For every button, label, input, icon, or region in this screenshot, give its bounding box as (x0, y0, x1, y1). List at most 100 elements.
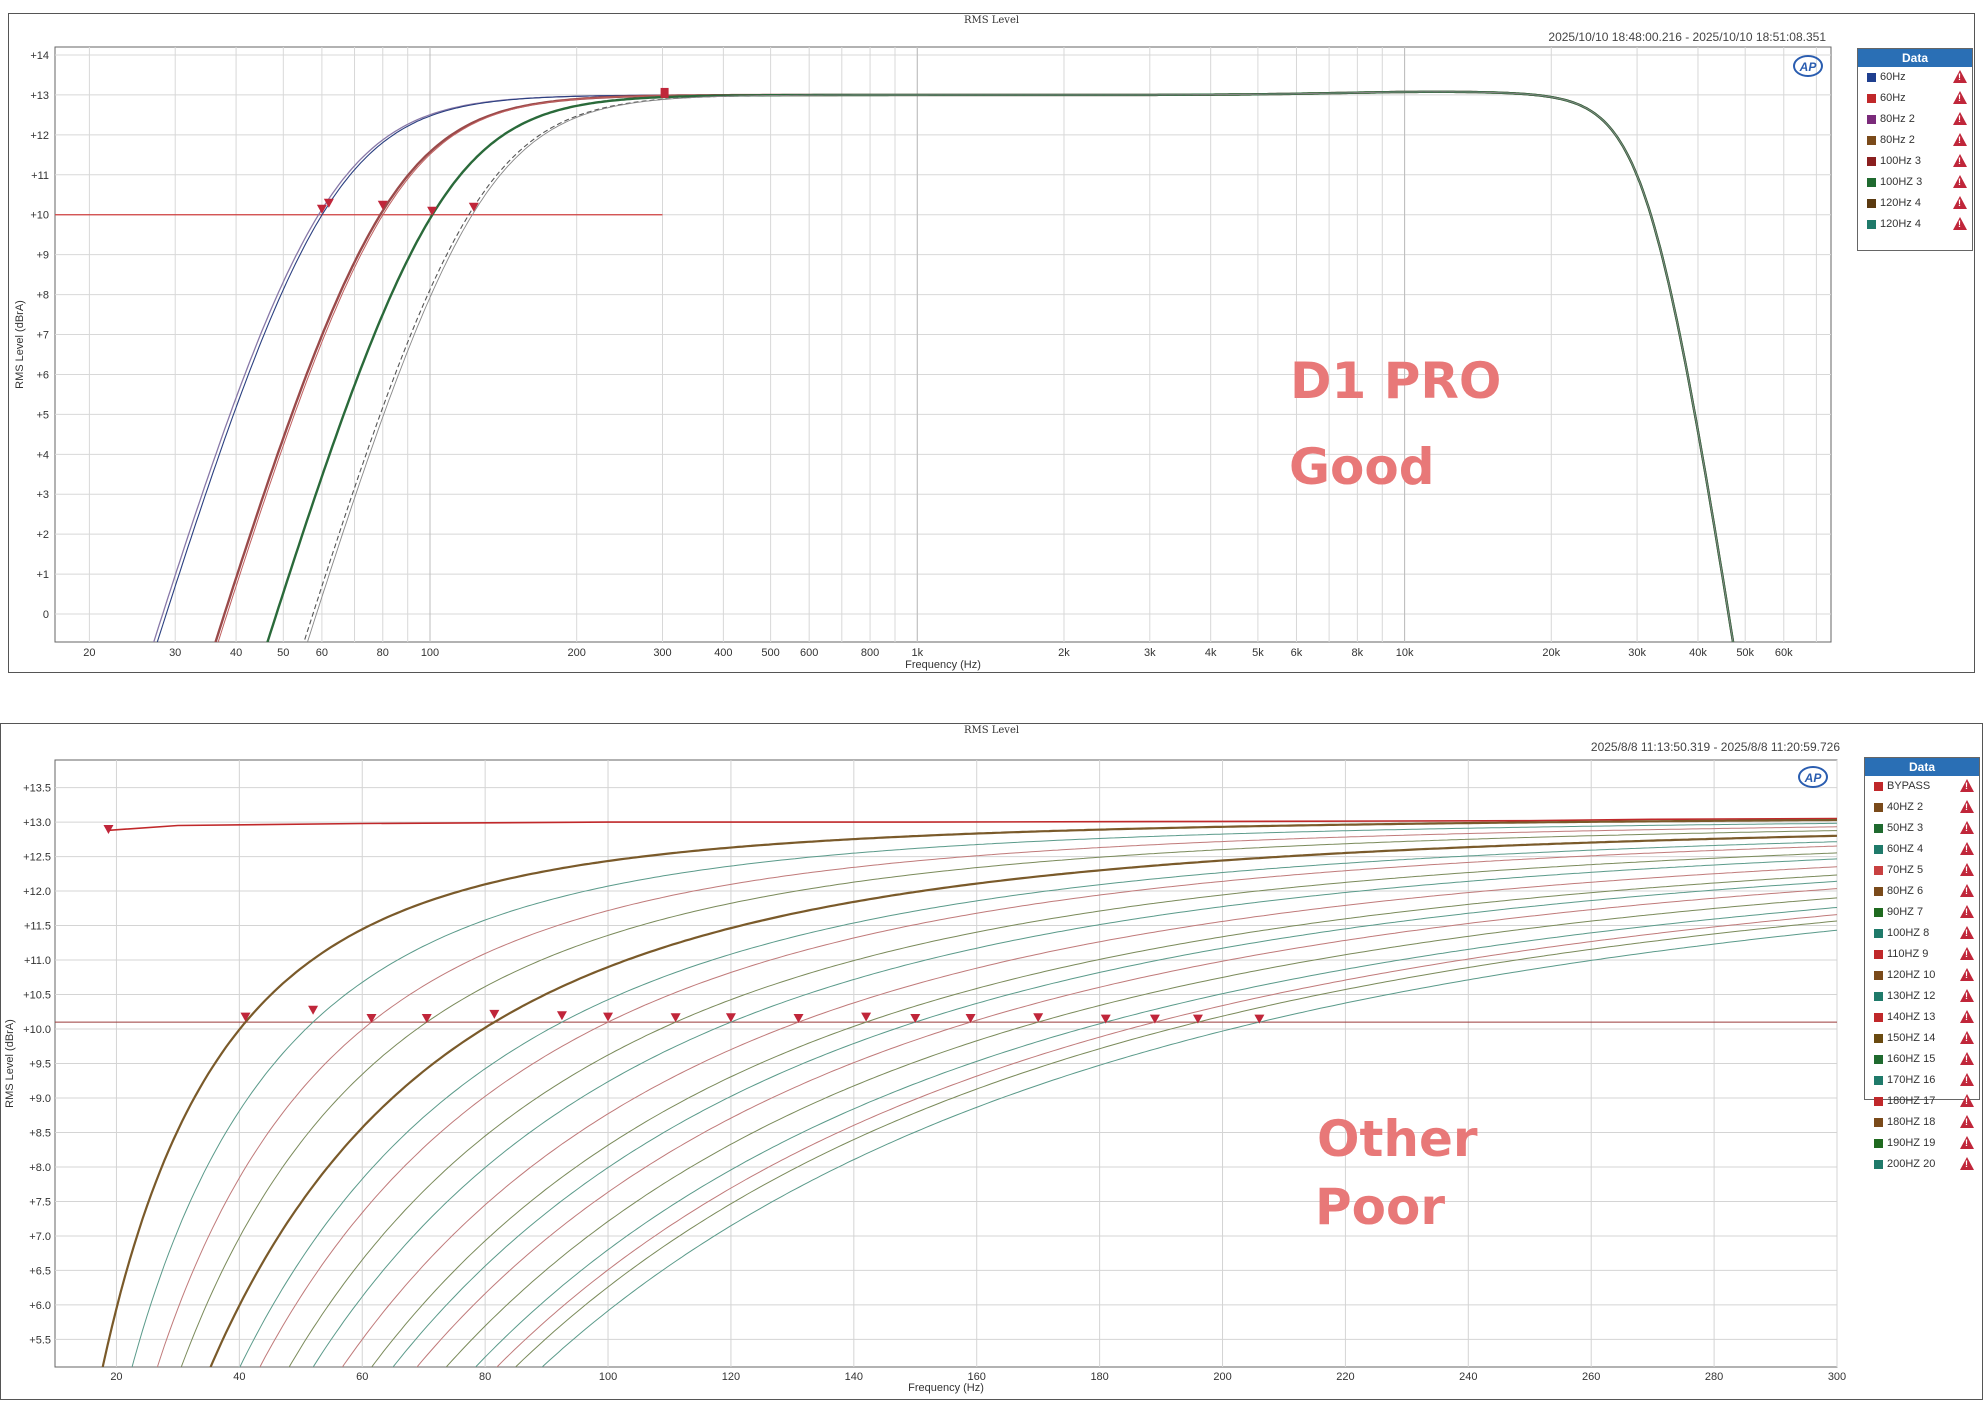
x-tick-label: 2k (1058, 647, 1070, 659)
legend-swatch (1874, 1160, 1883, 1169)
legend-label: 80Hz 2 (1880, 134, 1915, 146)
x-axis-label: Frequency (Hz) (908, 1382, 984, 1394)
warning-icon[interactable] (1953, 133, 1967, 146)
x-tick-label: 200 (1213, 1371, 1231, 1383)
annotation-product: D1 PRO (1290, 356, 1501, 406)
legend-item[interactable]: BYPASS (1865, 776, 1979, 797)
y-tick-label: +1 (36, 569, 49, 581)
x-tick-label: 80 (479, 1371, 491, 1383)
warning-icon[interactable] (1960, 863, 1974, 876)
warning-icon[interactable] (1960, 842, 1974, 855)
legend-panel[interactable]: Data 60Hz60Hz80Hz 280Hz 2100Hz 3100HZ 31… (1857, 48, 1973, 251)
warning-icon[interactable] (1960, 779, 1974, 792)
warning-icon[interactable] (1960, 968, 1974, 981)
warning-icon[interactable] (1960, 905, 1974, 918)
legend-list: 60Hz60Hz80Hz 280Hz 2100Hz 3100HZ 3120Hz … (1858, 67, 1972, 235)
legend-label: 140HZ 13 (1887, 1011, 1935, 1023)
legend-item[interactable]: 200HZ 20 (1865, 1154, 1979, 1175)
x-tick-label: 1k (911, 647, 923, 659)
legend-item[interactable]: 130HZ 12 (1865, 986, 1979, 1007)
warning-icon[interactable] (1960, 1136, 1974, 1149)
legend-item[interactable]: 120Hz 4 (1858, 214, 1972, 235)
legend-panel[interactable]: Data BYPASS40HZ 250HZ 360HZ 470HZ 580HZ … (1864, 757, 1980, 1100)
warning-icon[interactable] (1960, 947, 1974, 960)
legend-item[interactable]: 80HZ 6 (1865, 881, 1979, 902)
legend-label: 100HZ 8 (1887, 927, 1929, 939)
warning-icon[interactable] (1960, 1157, 1974, 1170)
x-tick-label: 300 (653, 647, 671, 659)
warning-icon[interactable] (1960, 1073, 1974, 1086)
x-tick-label: 40 (233, 1371, 245, 1383)
y-tick-label: +12.5 (23, 852, 51, 864)
warning-icon[interactable] (1960, 1094, 1974, 1107)
legend-item[interactable]: 120HZ 10 (1865, 965, 1979, 986)
warning-icon[interactable] (1953, 112, 1967, 125)
legend-item[interactable]: 90HZ 7 (1865, 902, 1979, 923)
y-tick-label: +10 (30, 210, 49, 222)
legend-item[interactable]: 60Hz (1858, 88, 1972, 109)
legend-item[interactable]: 120Hz 4 (1858, 193, 1972, 214)
y-tick-label: +12 (30, 130, 49, 142)
y-tick-label: +8 (36, 290, 49, 302)
legend-item[interactable]: 150HZ 14 (1865, 1028, 1979, 1049)
legend-swatch (1874, 866, 1883, 875)
reference-marker (661, 88, 669, 98)
legend-label: 180HZ 17 (1887, 1095, 1935, 1107)
legend-item[interactable]: 180HZ 18 (1865, 1112, 1979, 1133)
y-tick-label: +6.5 (29, 1265, 51, 1277)
legend-swatch (1874, 992, 1883, 1001)
legend-label: 120HZ 10 (1887, 969, 1935, 981)
legend-item[interactable]: 60Hz (1858, 67, 1972, 88)
y-tick-label: +11 (31, 170, 49, 182)
warning-icon[interactable] (1960, 1031, 1974, 1044)
legend-item[interactable]: 100HZ 8 (1865, 923, 1979, 944)
warning-icon[interactable] (1953, 70, 1967, 83)
legend-label: 80Hz 2 (1880, 113, 1915, 125)
legend-item[interactable]: 190HZ 19 (1865, 1133, 1979, 1154)
warning-icon[interactable] (1960, 1010, 1974, 1023)
warning-icon[interactable] (1960, 1052, 1974, 1065)
warning-icon[interactable] (1960, 926, 1974, 939)
legend-label: 190HZ 19 (1887, 1137, 1935, 1149)
legend-swatch (1874, 803, 1883, 812)
warning-icon[interactable] (1953, 175, 1967, 188)
warning-icon[interactable] (1960, 800, 1974, 813)
legend-item[interactable]: 100HZ 3 (1858, 172, 1972, 193)
warning-icon[interactable] (1960, 884, 1974, 897)
legend-item[interactable]: 160HZ 15 (1865, 1049, 1979, 1070)
warning-icon[interactable] (1953, 154, 1967, 167)
legend-item[interactable]: 100Hz 3 (1858, 151, 1972, 172)
warning-icon[interactable] (1953, 217, 1967, 230)
warning-icon[interactable] (1953, 196, 1967, 209)
x-tick-label: 50k (1736, 647, 1754, 659)
legend-item[interactable]: 40HZ 2 (1865, 797, 1979, 818)
legend-swatch (1874, 782, 1883, 791)
legend-swatch (1874, 824, 1883, 833)
legend-label: 200HZ 20 (1887, 1158, 1935, 1170)
legend-item[interactable]: 170HZ 16 (1865, 1070, 1979, 1091)
legend-label: 90HZ 7 (1887, 906, 1923, 918)
legend-item[interactable]: 140HZ 13 (1865, 1007, 1979, 1028)
legend-label: 70HZ 5 (1887, 864, 1923, 876)
legend-swatch (1874, 929, 1883, 938)
legend-item[interactable]: 60HZ 4 (1865, 839, 1979, 860)
y-tick-label: +13.0 (23, 817, 51, 829)
warning-icon[interactable] (1953, 91, 1967, 104)
legend-item[interactable]: 80Hz 2 (1858, 109, 1972, 130)
legend-item[interactable]: 50HZ 3 (1865, 818, 1979, 839)
x-tick-label: 50 (277, 647, 289, 659)
legend-item[interactable]: 110HZ 9 (1865, 944, 1979, 965)
legend-item[interactable]: 180HZ 17 (1865, 1091, 1979, 1112)
y-tick-label: +14 (30, 50, 49, 62)
warning-icon[interactable] (1960, 1115, 1974, 1128)
warning-icon[interactable] (1960, 989, 1974, 1002)
legend-swatch (1874, 1097, 1883, 1106)
y-tick-label: +9.5 (29, 1059, 51, 1071)
legend-item[interactable]: 80Hz 2 (1858, 130, 1972, 151)
legend-item[interactable]: 70HZ 5 (1865, 860, 1979, 881)
warning-icon[interactable] (1960, 821, 1974, 834)
legend-label: BYPASS (1887, 780, 1930, 792)
x-tick-label: 60 (316, 647, 328, 659)
